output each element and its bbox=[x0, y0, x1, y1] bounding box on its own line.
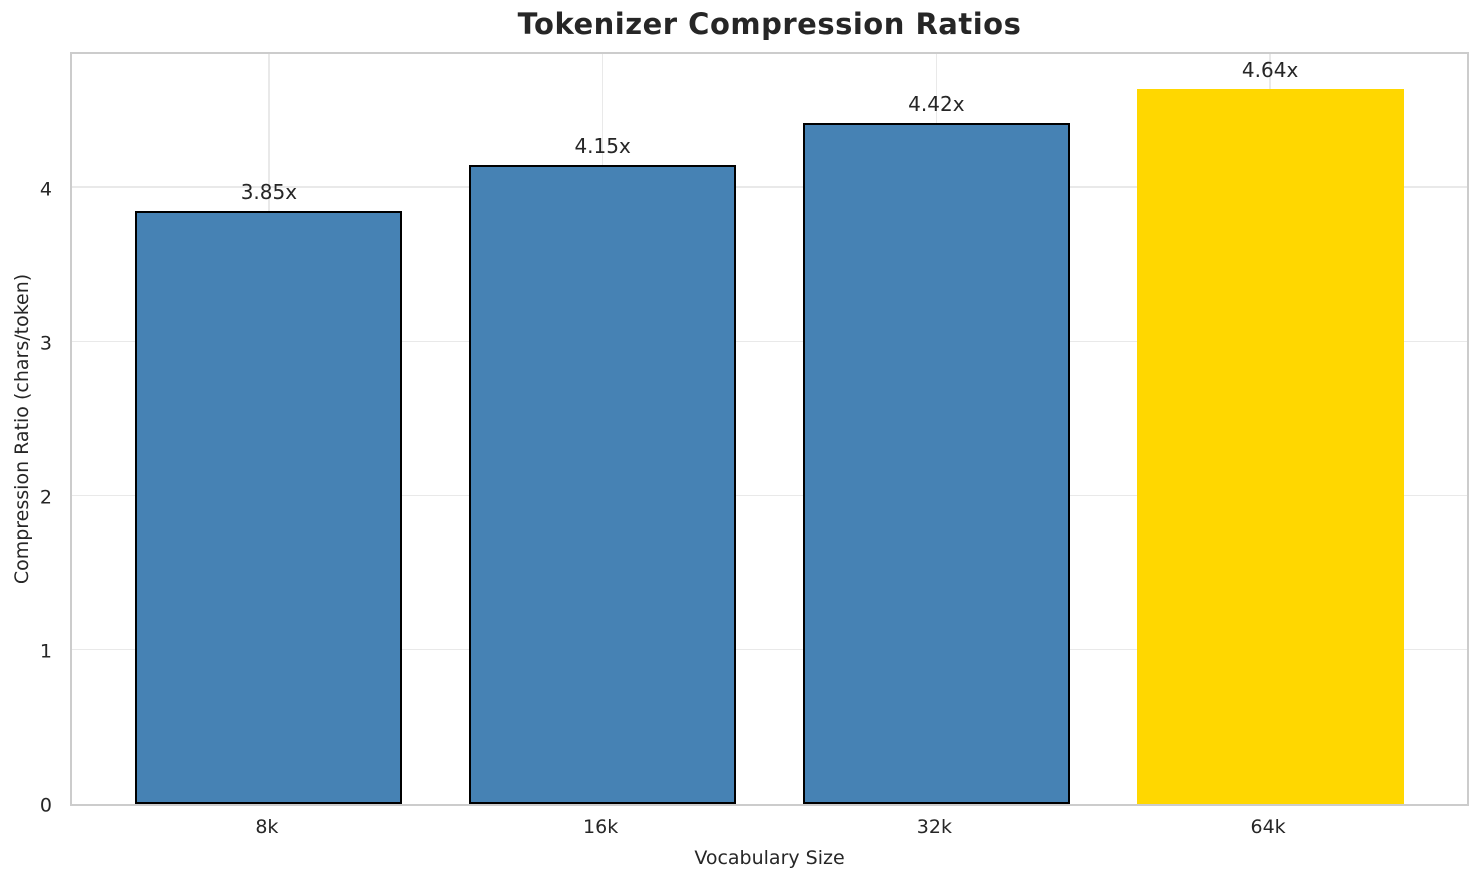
x-tick-label: 64k bbox=[1250, 816, 1286, 838]
y-axis-label: Compression Ratio (chars/token) bbox=[11, 273, 33, 585]
y-tick-label: 1 bbox=[39, 640, 52, 663]
y-tick-label: 2 bbox=[39, 486, 52, 509]
x-tick-label: 16k bbox=[583, 816, 619, 838]
bar bbox=[469, 164, 737, 804]
plot-area: 3.85x 4.15x 4.42x 4.64x bbox=[70, 52, 1469, 806]
bar bbox=[1136, 89, 1404, 804]
bar-value-label: 4.15x bbox=[574, 133, 631, 158]
x-tick-label: 8k bbox=[255, 816, 279, 838]
x-axis-ticks: 8k 16k 32k 64k bbox=[70, 816, 1469, 842]
gridline-horizontal bbox=[72, 494, 1467, 496]
gridline-horizontal bbox=[72, 186, 1467, 188]
y-tick-label: 3 bbox=[39, 332, 52, 355]
y-tick-label: 0 bbox=[39, 794, 52, 817]
bar bbox=[802, 123, 1070, 804]
bar bbox=[135, 211, 403, 804]
x-axis-label: Vocabulary Size bbox=[694, 847, 845, 869]
gridline-horizontal bbox=[72, 340, 1467, 342]
bar-value-label: 3.85x bbox=[240, 180, 298, 205]
x-tick-label: 32k bbox=[916, 816, 952, 838]
y-tick-label: 4 bbox=[39, 178, 52, 201]
gridline-horizontal bbox=[72, 648, 1467, 650]
bar-value-label: 4.64x bbox=[1241, 58, 1299, 83]
bar-value-label: 4.42x bbox=[908, 92, 965, 117]
chart-title: Tokenizer Compression Ratios bbox=[517, 7, 1022, 41]
y-axis-ticks: 0 1 2 3 4 bbox=[0, 52, 60, 815]
